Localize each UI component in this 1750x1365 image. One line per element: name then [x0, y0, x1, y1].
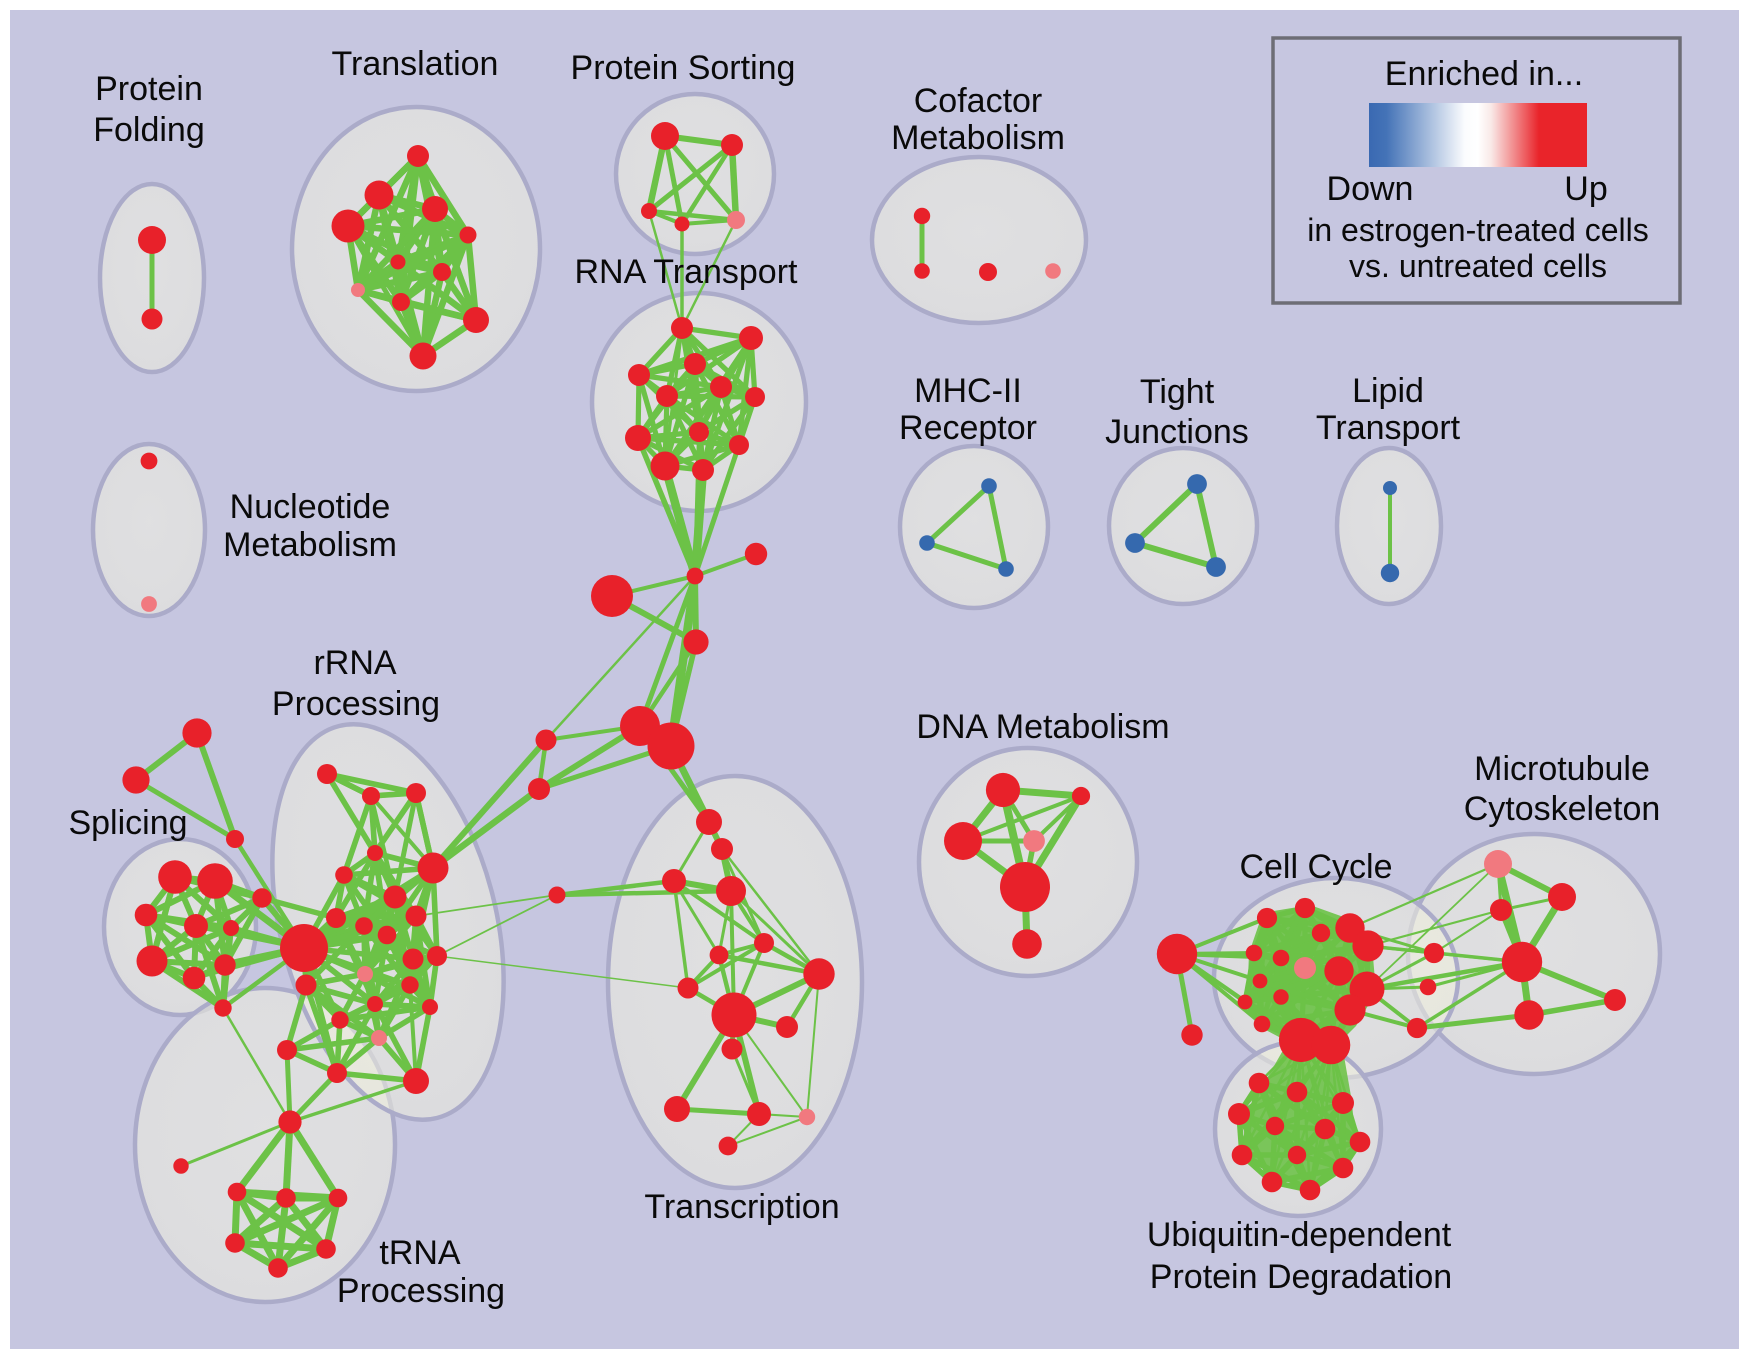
- svg-text:Microtubule: Microtubule: [1474, 750, 1650, 788]
- svg-text:RNA Transport: RNA Transport: [575, 253, 799, 291]
- svg-text:Protein: Protein: [95, 70, 203, 108]
- svg-text:Cytoskeleton: Cytoskeleton: [1464, 790, 1661, 828]
- svg-text:Cofactor: Cofactor: [914, 82, 1043, 120]
- svg-text:Protein Sorting: Protein Sorting: [571, 49, 796, 87]
- svg-text:Protein Degradation: Protein Degradation: [1150, 1258, 1452, 1296]
- svg-text:Nucleotide: Nucleotide: [230, 488, 391, 526]
- svg-text:vs. untreated cells: vs. untreated cells: [1349, 248, 1607, 284]
- svg-text:MHC-II: MHC-II: [914, 372, 1022, 410]
- svg-text:Processing: Processing: [272, 685, 440, 723]
- svg-text:rRNA: rRNA: [313, 644, 396, 682]
- svg-text:Tight: Tight: [1140, 373, 1215, 411]
- svg-text:Enriched in...: Enriched in...: [1385, 55, 1583, 93]
- svg-text:tRNA: tRNA: [379, 1234, 461, 1272]
- svg-text:Receptor: Receptor: [899, 409, 1037, 447]
- svg-text:DNA Metabolism: DNA Metabolism: [916, 708, 1169, 746]
- svg-text:Processing: Processing: [337, 1272, 505, 1310]
- svg-text:Junctions: Junctions: [1105, 413, 1249, 451]
- svg-text:Down: Down: [1327, 170, 1414, 208]
- svg-text:Translation: Translation: [332, 45, 499, 83]
- svg-text:Folding: Folding: [93, 111, 205, 149]
- svg-text:in estrogen-treated cells: in estrogen-treated cells: [1307, 212, 1649, 248]
- svg-text:Cell Cycle: Cell Cycle: [1239, 848, 1392, 886]
- svg-text:Ubiquitin-dependent: Ubiquitin-dependent: [1147, 1216, 1452, 1254]
- svg-text:Transcription: Transcription: [644, 1188, 839, 1226]
- svg-text:Up: Up: [1564, 170, 1607, 208]
- svg-text:Metabolism: Metabolism: [223, 526, 397, 564]
- svg-text:Splicing: Splicing: [68, 804, 187, 842]
- svg-text:Transport: Transport: [1316, 409, 1461, 447]
- svg-text:Lipid: Lipid: [1352, 372, 1424, 410]
- svg-text:Metabolism: Metabolism: [891, 119, 1065, 157]
